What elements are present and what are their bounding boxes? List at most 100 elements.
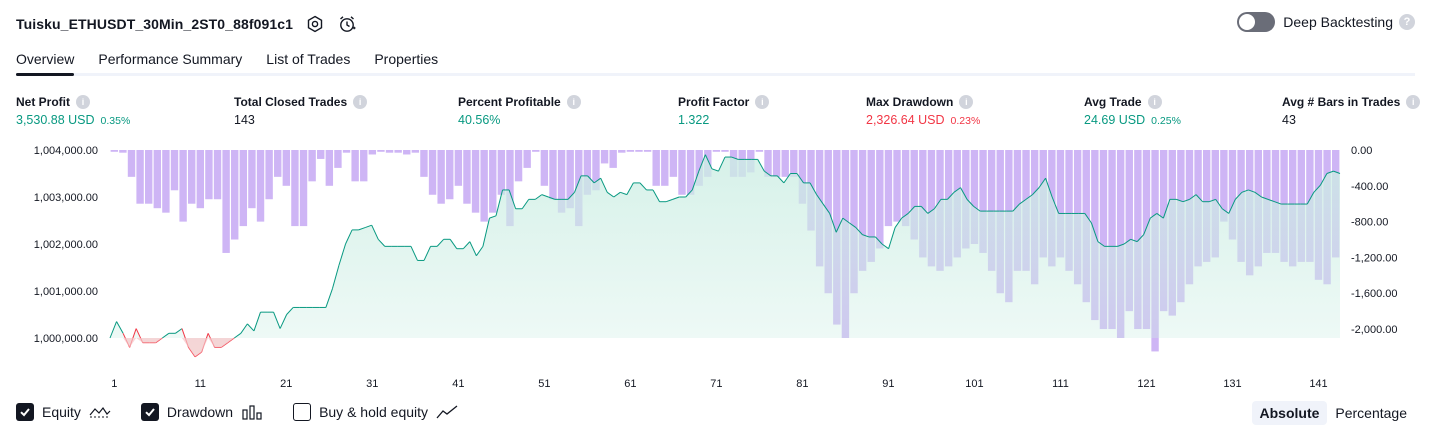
drawdown-bar bbox=[1134, 150, 1142, 330]
buy-hold-line-icon bbox=[436, 405, 458, 419]
equity-line-segment bbox=[410, 246, 418, 261]
x-axis-tick: 71 bbox=[710, 378, 722, 390]
drawdown-bar bbox=[635, 150, 643, 152]
drawdown-bar bbox=[317, 150, 325, 159]
x-axis-tick: 11 bbox=[195, 378, 206, 390]
equity-line-segment bbox=[116, 321, 124, 334]
metric-max-drawdown: Max Drawdown i 2,326.64 USD 0.23% bbox=[866, 94, 980, 129]
x-axis-tick: 31 bbox=[366, 378, 378, 390]
drawdown-bar bbox=[850, 150, 858, 294]
equity-line-segment bbox=[345, 229, 353, 245]
drawdown-bar bbox=[179, 150, 187, 222]
drawdown-bar bbox=[205, 150, 213, 200]
equity-line-segment bbox=[1326, 170, 1334, 174]
tab-overview[interactable]: Overview bbox=[16, 44, 75, 76]
drawdown-bar bbox=[1125, 150, 1133, 312]
drawdown-bar bbox=[893, 150, 901, 222]
drawdown-bar bbox=[609, 150, 617, 168]
alert-clock-icon[interactable] bbox=[337, 14, 357, 34]
drawdown-bar bbox=[1065, 150, 1073, 271]
equity-line-segment bbox=[613, 191, 621, 198]
drawdown-bar bbox=[1108, 150, 1116, 330]
deep-backtesting-label: Deep Backtesting bbox=[1283, 14, 1393, 30]
drawdown-bar bbox=[532, 150, 540, 152]
info-icon[interactable]: i bbox=[1147, 95, 1162, 109]
metric-label: Percent Profitable bbox=[458, 95, 561, 109]
equity-line-segment bbox=[1084, 213, 1092, 224]
drawdown-bar bbox=[755, 150, 764, 152]
equity-line-segment bbox=[822, 203, 831, 214]
drawdown-bar bbox=[1116, 150, 1125, 338]
equity-line-segment bbox=[731, 156, 739, 160]
metric-label: Profit Factor bbox=[678, 95, 750, 109]
drawdown-bar bbox=[661, 150, 669, 186]
x-axis-tick: 21 bbox=[280, 378, 292, 390]
legend-label: Buy & hold equity bbox=[319, 404, 429, 420]
equity-area bbox=[110, 154, 1340, 357]
drawdown-bar bbox=[282, 150, 291, 186]
x-axis-tick: 101 bbox=[965, 378, 983, 390]
equity-line-segment bbox=[1143, 217, 1151, 235]
equity-line-segment bbox=[541, 194, 549, 198]
equity-line-segment bbox=[783, 173, 791, 184]
tab-list-of-trades[interactable]: List of Trades bbox=[266, 50, 351, 67]
drawdown-bar bbox=[136, 150, 144, 204]
drawdown-bar bbox=[1056, 150, 1065, 258]
info-icon[interactable]: i bbox=[755, 95, 770, 109]
equity-line-segment bbox=[1051, 196, 1060, 214]
legend-drawdown[interactable]: Drawdown bbox=[140, 403, 263, 421]
equity-line-segment bbox=[953, 187, 961, 193]
x-axis-tick: 111 bbox=[1052, 378, 1069, 390]
drawdown-bar bbox=[721, 150, 729, 152]
equity-line-segment bbox=[325, 288, 333, 308]
drawdown-bar bbox=[712, 150, 721, 152]
equity-line-segment bbox=[933, 199, 942, 210]
equity-line-segment bbox=[1195, 194, 1203, 203]
drawdown-bar bbox=[446, 150, 454, 200]
equity-line-segment bbox=[1176, 198, 1184, 203]
drawdown-bar bbox=[592, 150, 600, 191]
equity-line-segment bbox=[1156, 213, 1164, 219]
settings-icon[interactable] bbox=[305, 14, 325, 34]
checkbox-checked-icon[interactable] bbox=[140, 403, 159, 421]
equity-line-segment bbox=[358, 227, 366, 231]
equity-line-segment bbox=[475, 246, 484, 257]
equity-line-segment bbox=[548, 196, 556, 200]
drawdown-bar bbox=[970, 150, 979, 244]
equity-line-segment bbox=[482, 218, 490, 247]
drawdown-bar bbox=[437, 150, 445, 204]
info-icon[interactable]: i bbox=[76, 95, 90, 109]
x-axis-tick: 131 bbox=[1223, 378, 1241, 390]
equity-line-segment bbox=[849, 222, 857, 228]
info-icon[interactable]: i bbox=[959, 95, 974, 109]
tab-performance-summary[interactable]: Performance Summary bbox=[98, 50, 243, 67]
absolute-button[interactable]: Absolute bbox=[1251, 401, 1328, 425]
equity-drawdown-chart[interactable]: 1,004,000.00 1,003,000.00 1,002,000.00 1,00… bbox=[0, 138, 1431, 398]
drawdown-bar bbox=[987, 150, 996, 271]
left-axis-tick: 1,000,000.00 bbox=[34, 333, 98, 345]
drawdown-bar bbox=[403, 150, 411, 155]
equity-line-segment bbox=[273, 311, 281, 329]
checkbox-checked-icon[interactable] bbox=[16, 403, 34, 421]
tab-properties[interactable]: Properties bbox=[374, 50, 439, 67]
right-axis-tick: -400.00 bbox=[1351, 181, 1388, 193]
equity-line-segment bbox=[1038, 177, 1047, 188]
x-axis-tick: 51 bbox=[538, 378, 550, 390]
equity-line-segment bbox=[835, 217, 844, 233]
equity-line-segment bbox=[1267, 198, 1275, 203]
help-icon[interactable]: ? bbox=[1399, 14, 1415, 30]
equity-line-segment bbox=[1261, 196, 1269, 200]
info-icon[interactable]: i bbox=[566, 95, 581, 109]
legend-buy-hold-equity[interactable]: Buy & hold equity bbox=[293, 403, 458, 421]
metric-percent-profitable: Percent Profitable i 40.56% bbox=[458, 94, 581, 129]
checkbox-unchecked-icon[interactable] bbox=[293, 403, 312, 421]
deep-backtesting-toggle[interactable] bbox=[1237, 12, 1276, 32]
equity-line-segment bbox=[1221, 208, 1230, 214]
legend-equity[interactable]: Equity bbox=[16, 403, 111, 421]
percentage-button[interactable]: Percentage bbox=[1335, 405, 1407, 421]
info-icon[interactable]: i bbox=[1406, 95, 1421, 109]
equity-line-segment bbox=[796, 173, 804, 184]
info-icon[interactable]: i bbox=[353, 95, 368, 109]
equity-line-segment bbox=[162, 332, 170, 339]
drawdown-bar bbox=[368, 150, 377, 155]
